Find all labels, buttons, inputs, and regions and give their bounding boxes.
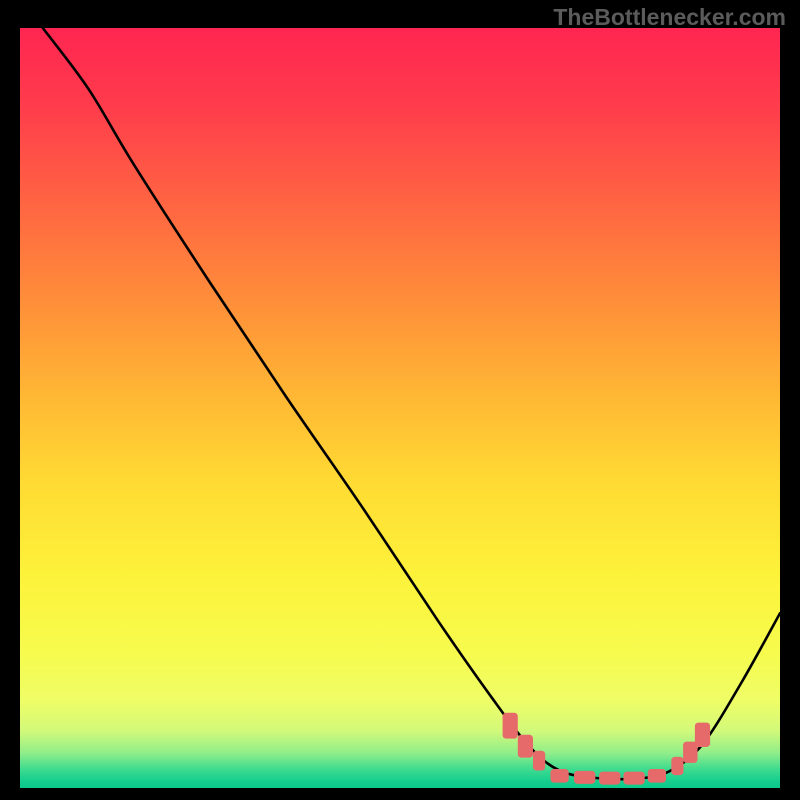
curve-marker (599, 772, 620, 785)
curve-marker (671, 757, 683, 775)
curve-marker (648, 769, 666, 783)
curve-marker (533, 751, 545, 771)
curve-marker (518, 735, 533, 758)
curve-marker (695, 723, 710, 747)
curve-marker (574, 771, 595, 784)
curve-marker (623, 772, 644, 785)
curve-marker (503, 713, 518, 739)
attribution-text: TheBottlenecker.com (553, 4, 786, 31)
plot-area (20, 28, 780, 788)
chart-svg (20, 28, 780, 788)
chart-canvas: { "attribution": { "text": "TheBottlenec… (0, 0, 800, 800)
gradient-background (20, 28, 780, 788)
curve-marker (550, 769, 568, 783)
